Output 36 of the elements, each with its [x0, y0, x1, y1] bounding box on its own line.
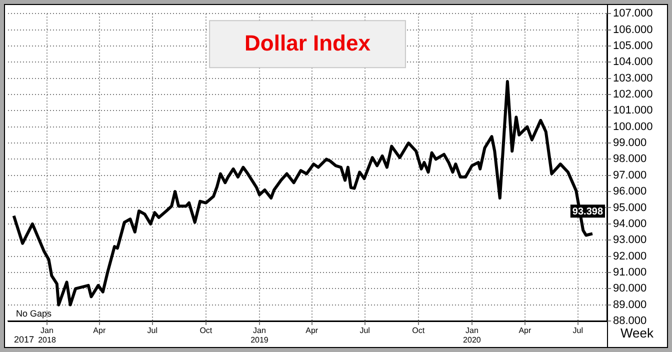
x-tick-label: Apr — [306, 326, 318, 336]
x-tick-label: Jul — [360, 326, 370, 336]
x-axis-title: Week — [620, 326, 654, 341]
y-tick-label: 96.000 — [613, 186, 647, 198]
y-tick-label: 98.000 — [613, 153, 647, 166]
y-tick-label: 103.000 — [613, 72, 653, 84]
x-tick-label: Jul — [147, 326, 158, 336]
x-tick-label: Oct — [412, 326, 426, 336]
y-tick-label: 97.000 — [613, 169, 647, 182]
y-tick-label: 93.000 — [613, 234, 647, 246]
annotation: 93.398 — [572, 206, 604, 218]
y-tick-label: 104.000 — [613, 56, 653, 68]
y-tick-label: 105.000 — [613, 40, 653, 52]
x-tick-label: Jan 2020 — [463, 326, 482, 345]
y-tick-label: 107.000 — [613, 8, 653, 20]
x-tick-label: Jan 2019 — [250, 326, 269, 345]
x-tick-label: Oct — [200, 326, 213, 336]
y-tick-label: 99.000 — [613, 137, 647, 150]
x-tick-label: Jan 2018 — [38, 326, 56, 345]
y-tick-label: 94.000 — [613, 218, 647, 230]
y-tick-label: 89.000 — [613, 298, 647, 311]
y-tick-label: 90.000 — [613, 282, 647, 295]
y-tick-label: 100.000 — [613, 120, 653, 133]
y-tick-label: 91.000 — [613, 266, 647, 278]
y-tick-label: 101.000 — [613, 104, 653, 117]
x-tick-label: Apr — [93, 326, 106, 336]
x-tick-label: Apr — [518, 326, 532, 336]
text: 2017 — [14, 334, 34, 344]
y-tick-label: 88.000 — [613, 315, 647, 328]
annotation: No Gaps — [16, 308, 52, 318]
y-tick-label: 92.000 — [613, 250, 647, 262]
text: Dollar Index — [244, 30, 372, 56]
y-tick-label: 102.000 — [613, 88, 653, 101]
x-tick-label: Jul — [572, 326, 584, 336]
y-tick-label: 106.000 — [613, 24, 653, 36]
y-tick-label: 95.000 — [613, 202, 647, 214]
